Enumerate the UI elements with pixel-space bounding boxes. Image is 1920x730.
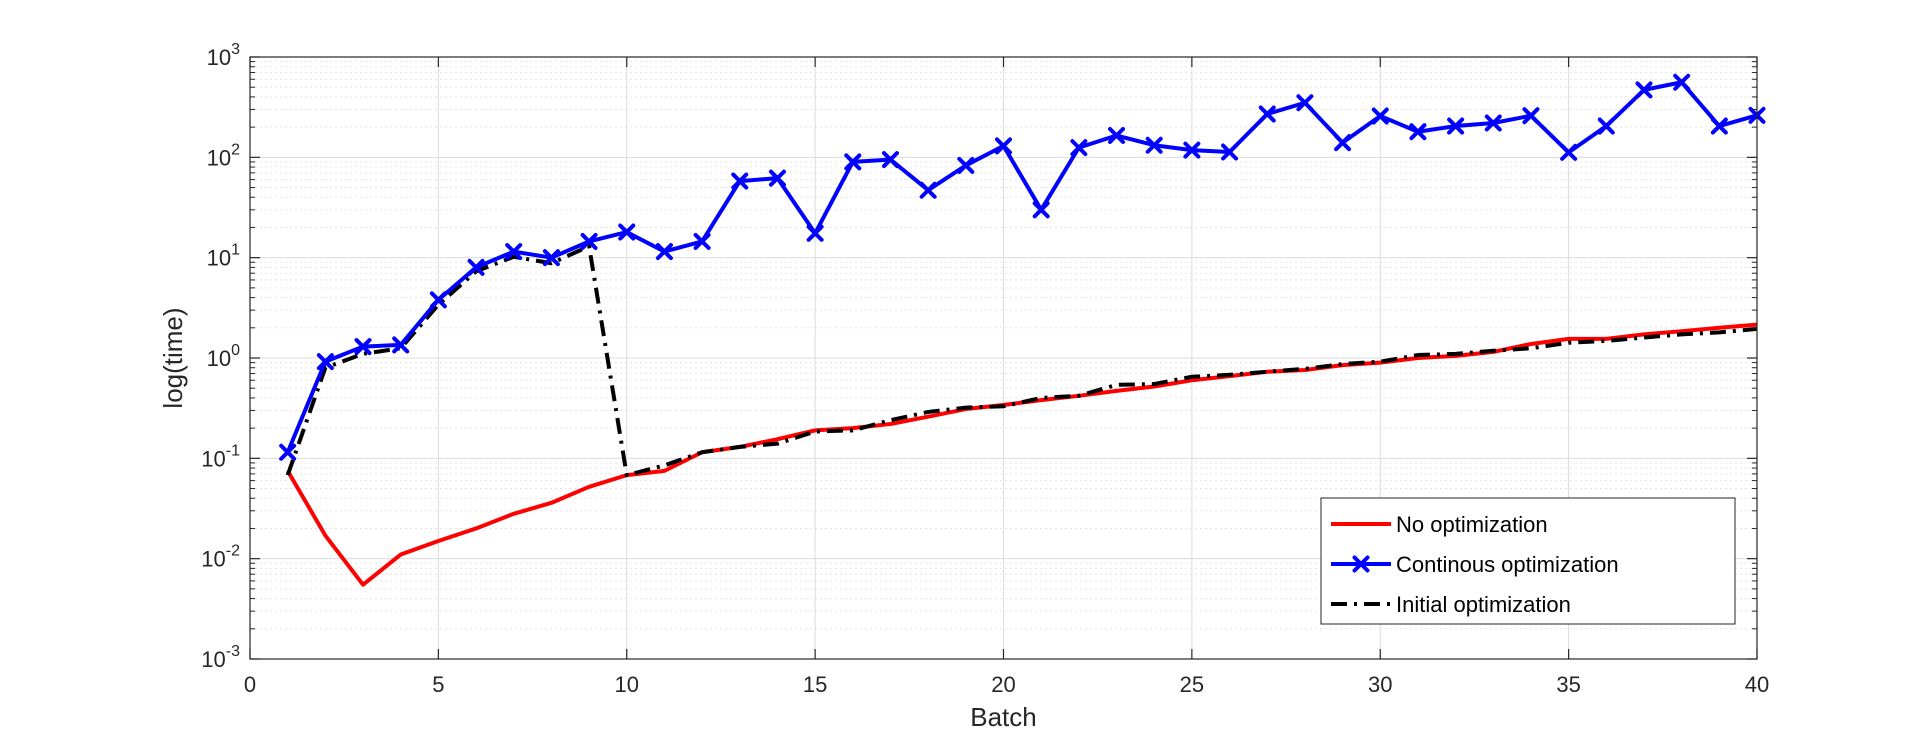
x-tick-label: 15 — [803, 672, 827, 697]
data-point-continous-optimization — [1183, 141, 1201, 159]
x-tick-label: 40 — [1745, 672, 1769, 697]
series-line-continous-optimization — [285, 80, 1758, 454]
data-point-continous-optimization — [316, 353, 334, 371]
legend: No optimization Continous optimization Ini… — [1320, 497, 1736, 625]
minor-grid — [250, 61, 1757, 630]
x-tick-label: 30 — [1368, 672, 1392, 697]
y-axis-label: log(time) — [158, 307, 188, 408]
data-point-continous-optimization — [957, 156, 975, 174]
y-tick-label: 100 — [207, 342, 240, 371]
data-point-continous-optimization — [995, 137, 1012, 155]
legend-items: No optimization Continous optimization Ini… — [1331, 512, 1619, 617]
data-point-continous-optimization — [844, 153, 862, 171]
data-point-continous-optimization — [693, 232, 711, 250]
data-point-continous-optimization — [580, 232, 598, 250]
data-point-continous-optimization — [1560, 143, 1578, 161]
data-point-continous-optimization — [542, 249, 560, 267]
legend-entry-initial-optimization: Initial optimization — [1331, 592, 1571, 617]
y-tick-labels: 10-3 10-2 10-1 100 101 102 103 — [201, 41, 240, 672]
y-tick-label: 101 — [207, 242, 240, 271]
data-point-continous-optimization — [1635, 81, 1653, 99]
y-tick-label: 10-3 — [201, 643, 240, 672]
data-point-continous-optimization — [806, 224, 824, 242]
data-point-continous-optimization — [1484, 114, 1502, 132]
y-tick-label: 102 — [207, 141, 240, 170]
series-layer — [279, 73, 1766, 587]
data-point-continous-optimization — [1296, 94, 1314, 112]
data-point-continous-optimization — [429, 291, 447, 309]
x-tick-label: 0 — [244, 672, 256, 697]
data-point-continous-optimization — [1673, 73, 1691, 91]
data-point-continous-optimization — [618, 223, 636, 241]
data-point-continous-optimization — [505, 243, 523, 261]
y-tick-label: 10-1 — [201, 442, 240, 471]
data-point-continous-optimization — [1710, 117, 1728, 135]
axis-ticks — [249, 56, 1758, 660]
x-tick-labels: 0 5 10 15 20 25 30 35 40 — [244, 672, 1769, 697]
data-point-continous-optimization — [1032, 201, 1050, 219]
legend-label: No optimization — [1396, 512, 1548, 537]
data-point-continous-optimization — [1371, 107, 1389, 125]
data-point-continous-optimization — [1221, 143, 1239, 161]
data-point-continous-optimization — [1258, 105, 1276, 123]
data-point-continous-optimization — [881, 151, 899, 169]
data-point-continous-optimization — [1334, 134, 1352, 152]
x-tick-label: 35 — [1556, 672, 1580, 697]
data-point-continous-optimization — [279, 443, 297, 461]
data-point-continous-optimization — [1145, 136, 1163, 154]
data-point-continous-optimization — [392, 336, 410, 354]
x-tick-label: 25 — [1180, 672, 1204, 697]
legend-label: Initial optimization — [1396, 592, 1571, 617]
x-tick-label: 20 — [991, 672, 1015, 697]
data-point-continous-optimization — [768, 169, 786, 187]
data-point-continous-optimization — [1522, 107, 1540, 125]
data-point-continous-optimization — [731, 172, 749, 190]
series-initial-optimization — [285, 244, 1758, 478]
data-point-continous-optimization — [1447, 117, 1465, 135]
y-tick-label: 10-2 — [201, 543, 240, 572]
legend-entry-continous-optimization: Continous optimization — [1331, 552, 1619, 577]
data-point-continous-optimization — [1108, 127, 1126, 145]
data-point-continous-optimization — [655, 243, 673, 261]
x-tick-label: 5 — [432, 672, 444, 697]
data-point-continous-optimization — [919, 181, 937, 199]
x-tick-label: 10 — [615, 672, 639, 697]
data-point-continous-optimization — [354, 338, 372, 356]
series-line-initial-optimization — [285, 244, 1758, 478]
legend-label: Continous optimization — [1396, 552, 1619, 577]
data-point-continous-optimization — [1070, 139, 1088, 157]
y-tick-label: 103 — [207, 41, 240, 70]
data-point-continous-optimization — [467, 258, 485, 276]
data-point-continous-optimization — [1597, 117, 1615, 135]
x-axis-label: Batch — [970, 702, 1037, 730]
legend-marker — [1352, 555, 1370, 573]
series-continous-optimization — [279, 73, 1766, 461]
data-point-continous-optimization — [1409, 123, 1427, 141]
legend-entry-no-optimization: No optimization — [1331, 512, 1548, 537]
